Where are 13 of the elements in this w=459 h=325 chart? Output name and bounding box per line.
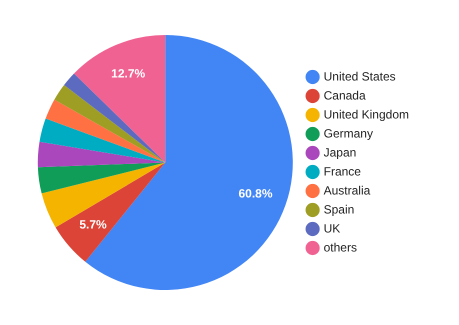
legend-label: others [324,240,357,254]
legend-label: Spain [324,202,354,216]
legend-label: Australia [324,183,371,198]
legend-label: United Kingdom [324,107,410,122]
legend-label: United States [324,69,396,84]
legend-label: Japan [324,145,356,160]
data-label: 12.7% [111,66,146,81]
legend-label: UK [324,221,340,236]
legend-label: Germany [324,126,373,140]
data-label: 5.7% [79,217,107,232]
data-label: 60.8% [238,186,273,201]
legend-label: Canada [324,88,366,102]
legend-label: France [324,164,362,178]
